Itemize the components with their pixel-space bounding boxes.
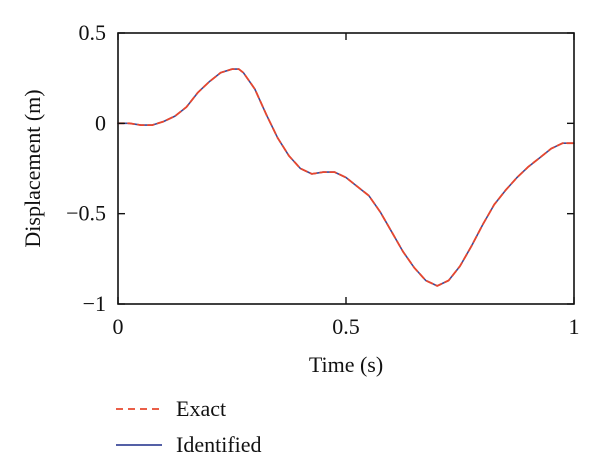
y-tick-label: −0.5 [66,201,106,226]
x-tick-label: 0.5 [332,314,360,339]
x-axis-label: Time (s) [309,352,383,377]
plot-frame [117,32,575,305]
y-axis-label: Displacement (m) [20,89,45,247]
legend-label-exact: Exact [176,396,226,421]
series-line-exact [117,68,575,287]
ticks-layer: 0 0.5 1 0.5 0 −0.5 −1 [66,20,579,339]
legend-label-identified: Identified [176,432,262,457]
series-line-identified [117,68,575,287]
y-tick-label: 0.5 [79,20,107,45]
y-tick-label: −1 [83,291,106,316]
legend: Exact Identified [116,396,262,457]
x-tick-label: 0 [113,314,124,339]
series-layer [117,68,575,287]
y-tick-label: 0 [95,110,106,135]
x-tick-label: 1 [569,314,580,339]
